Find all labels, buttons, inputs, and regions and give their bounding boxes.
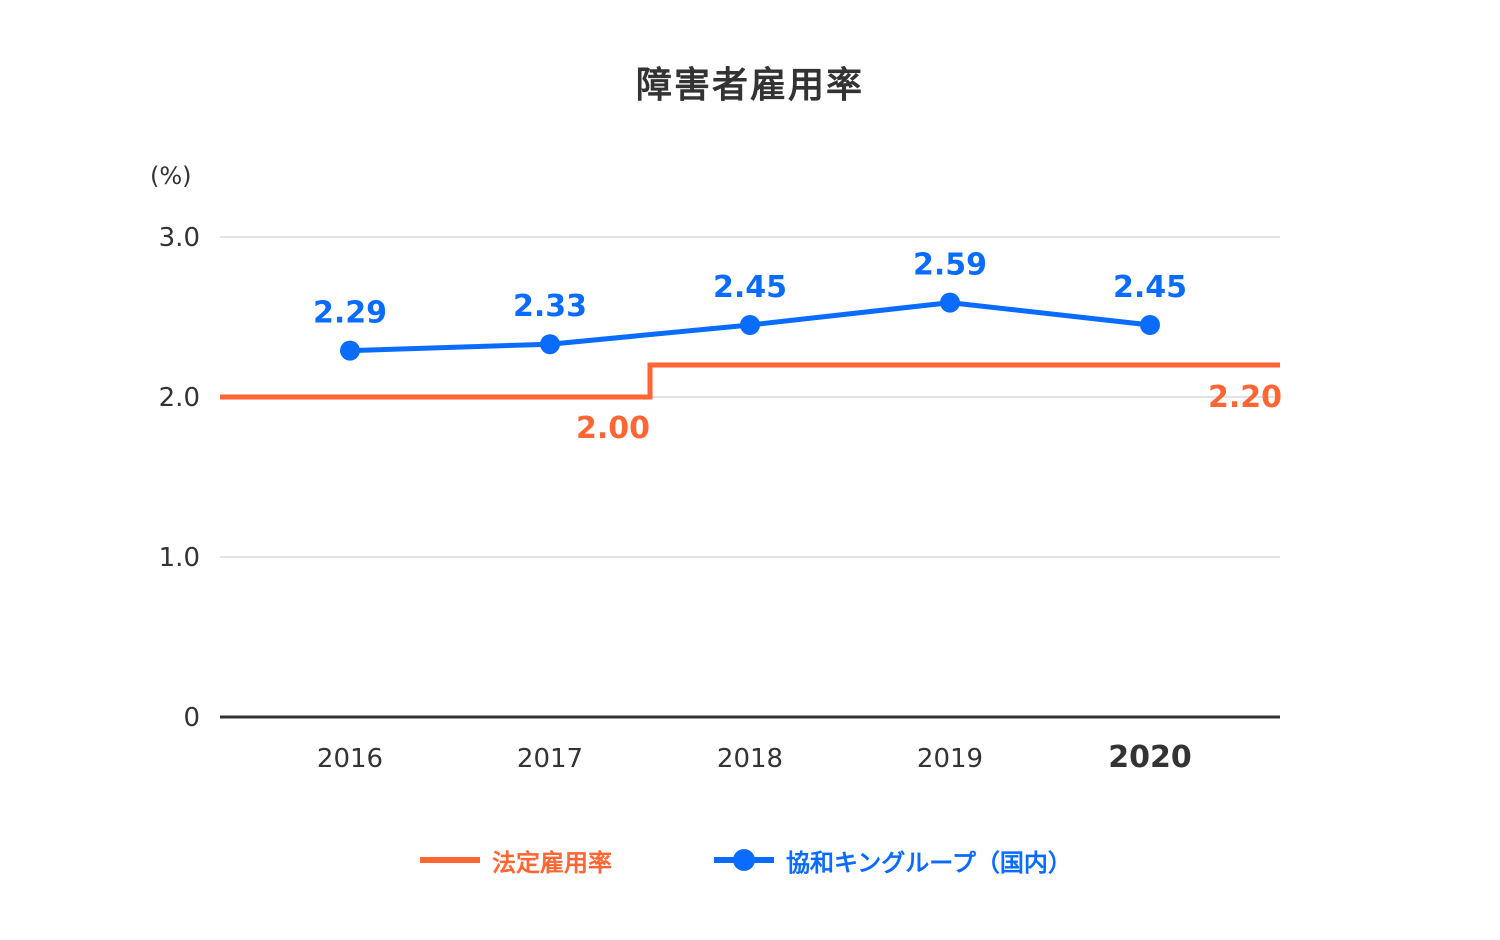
company-group-point <box>740 315 760 335</box>
company-group-point <box>540 334 560 355</box>
company-group-point <box>940 292 960 313</box>
x-tick-label: 2016 <box>317 744 383 774</box>
x-tick-label: 2019 <box>917 744 983 774</box>
y-axis-unit-label: (%) <box>150 162 192 190</box>
legal-rate-data-label: 2.20 <box>1208 380 1282 415</box>
company-group-point <box>1140 315 1160 335</box>
chart-title: 障害者雇用率 <box>635 65 864 106</box>
legal-rate-line <box>220 362 1280 400</box>
company-group-point <box>340 340 360 361</box>
legend-item-company-group: 協和キングループ（国内） <box>714 838 1072 882</box>
y-tick-label: 0 <box>183 703 200 733</box>
company-group-data-label: 2.45 <box>1113 270 1187 305</box>
chart-legend: 法定雇用率 協和キングループ（国内） <box>0 838 1500 882</box>
legend-label-legal-rate: 法定雇用率 <box>492 848 612 877</box>
x-tick-label: 2020 <box>1108 740 1192 775</box>
company-group-data-label: 2.59 <box>913 248 987 283</box>
legend-swatch-company-group <box>714 838 774 882</box>
x-tick-label: 2017 <box>517 744 583 774</box>
company-group-data-label: 2.29 <box>313 296 387 331</box>
legend-swatch-legal-rate <box>420 838 480 882</box>
x-tick-label: 2018 <box>717 744 783 774</box>
y-tick-label: 1.0 <box>159 543 200 573</box>
legend-item-legal-rate: 法定雇用率 <box>420 838 612 882</box>
y-tick-label: 2.0 <box>159 383 200 413</box>
legal-rate-data-label: 2.00 <box>576 411 650 446</box>
y-tick-label: 3.0 <box>159 223 200 253</box>
company-group-data-label: 2.45 <box>713 270 787 305</box>
legend-label-company-group: 協和キングループ（国内） <box>786 848 1072 877</box>
company-group-data-label: 2.33 <box>513 289 587 324</box>
